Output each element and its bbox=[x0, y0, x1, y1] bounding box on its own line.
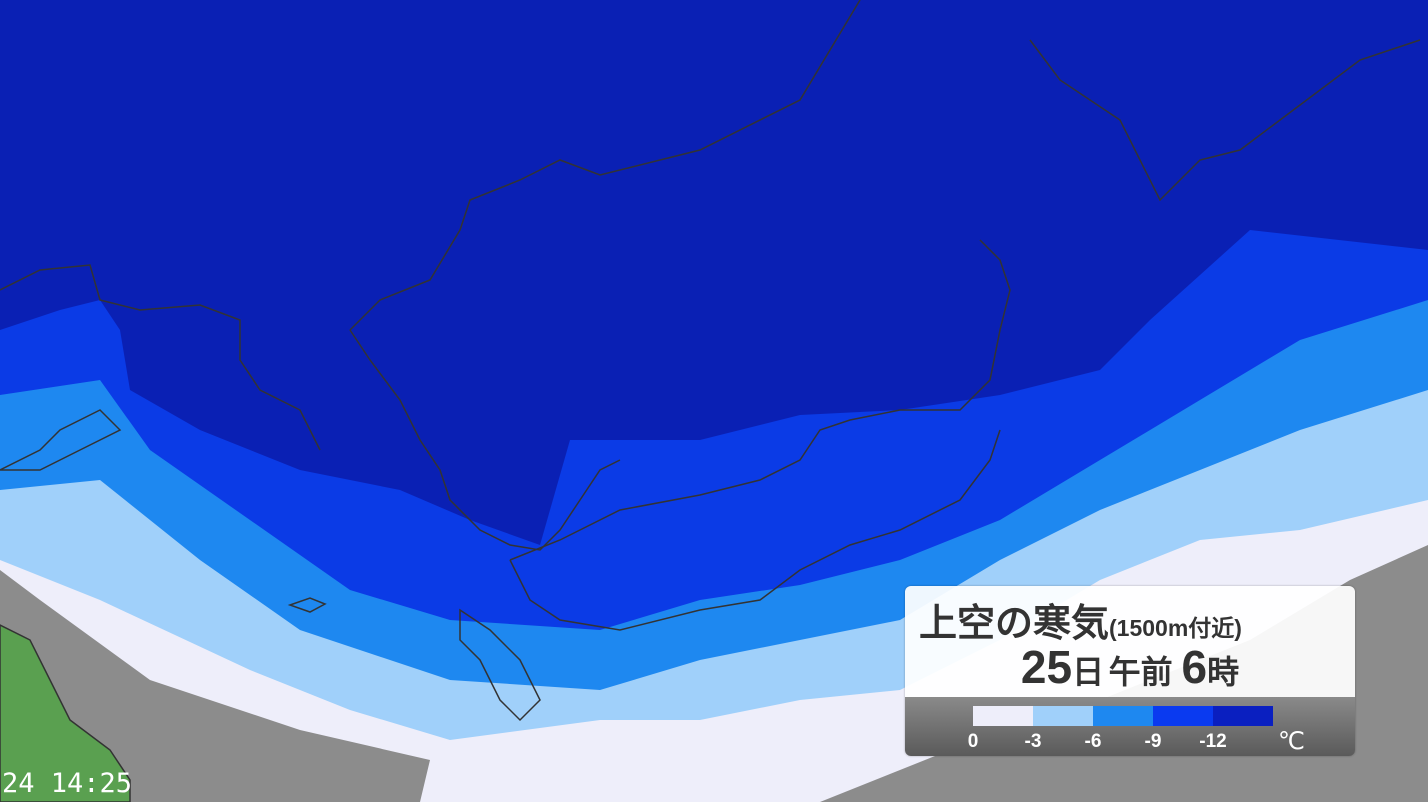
ampm: 午前 bbox=[1108, 654, 1173, 690]
color-swatch bbox=[1033, 706, 1093, 726]
tick-label: -6 bbox=[1084, 731, 1102, 752]
forecast-time: 25日 午前 6時 bbox=[905, 640, 1355, 694]
color-swatch bbox=[1153, 706, 1213, 726]
coastlines bbox=[0, 0, 1421, 722]
band-above-0-west bbox=[0, 570, 430, 802]
tick-label: -9 bbox=[1144, 731, 1162, 752]
color-scale: 0 -3 -6 -9 -12 ℃ bbox=[905, 697, 1355, 756]
tick-label: -12 bbox=[1199, 731, 1227, 752]
hour-value: 6 bbox=[1181, 641, 1208, 693]
day-unit: 日 bbox=[1072, 654, 1105, 690]
color-swatch bbox=[973, 706, 1033, 726]
tick-label: 0 bbox=[967, 731, 979, 752]
legend-panel: 上空の寒気(1500m付近) 25日 午前 6時 0 -3 -6 -9 -12 … bbox=[905, 586, 1355, 756]
tick-label: -3 bbox=[1024, 731, 1042, 752]
color-swatch bbox=[1093, 706, 1153, 726]
title-main: 上空の寒気 bbox=[919, 603, 1110, 645]
title-subtitle: (1500m付近) bbox=[1109, 615, 1242, 641]
land-mainland bbox=[0, 624, 131, 802]
legend-title: 上空の寒気(1500m付近) bbox=[919, 592, 1242, 647]
day-value: 25 bbox=[1020, 641, 1073, 693]
color-swatch bbox=[1213, 706, 1273, 726]
hour-unit: 時 bbox=[1207, 654, 1240, 690]
legend-header: 上空の寒気(1500m付近) 25日 午前 6時 bbox=[905, 586, 1355, 697]
timestamp: 24 14:25 bbox=[2, 768, 133, 799]
color-bar bbox=[973, 706, 1273, 726]
unit-label: ℃ bbox=[1278, 728, 1305, 755]
